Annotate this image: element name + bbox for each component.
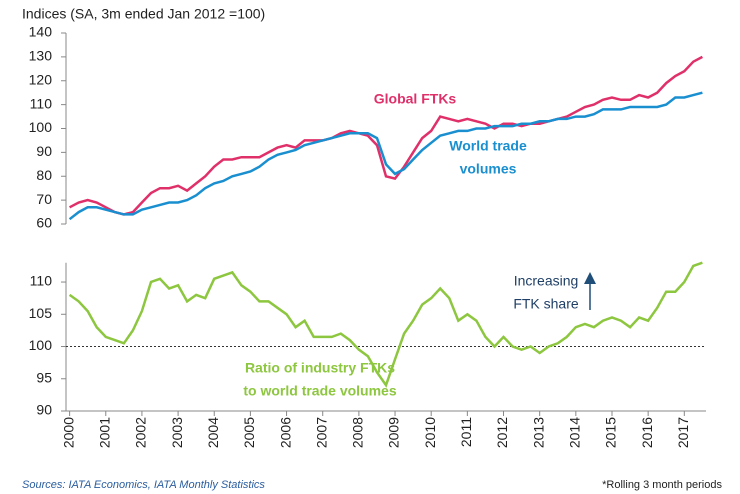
x-tick-label: 2013 [530, 417, 546, 448]
y-axis-label: Indices (SA, 3m ended Jan 2012 =100) [22, 6, 265, 22]
note: *Rolling 3 month periods [602, 479, 722, 491]
x-tick-label: 2005 [241, 417, 257, 448]
x-tick-label: 2017 [675, 417, 691, 448]
x-tick-label: 2002 [133, 417, 149, 448]
y-tick-label: 120 [29, 71, 53, 87]
y-tick-label: 90 [36, 402, 52, 418]
x-tick-label: 2011 [458, 417, 474, 447]
annotation: World trade [449, 138, 527, 154]
annotation: FTK share [513, 296, 579, 312]
y-tick-label: 100 [29, 337, 53, 353]
x-tick-label: 2000 [60, 417, 76, 448]
x-tick-label: 2009 [386, 417, 402, 448]
annotation: Increasing [514, 273, 579, 289]
x-tick-label: 2012 [494, 417, 510, 448]
series-line [68, 91, 703, 221]
x-tick-label: 2003 [169, 417, 185, 448]
y-tick-label: 100 [29, 119, 53, 135]
x-tick-label: 2014 [567, 417, 583, 448]
y-tick-label: 60 [36, 215, 52, 231]
x-tick-label: 2015 [603, 417, 619, 448]
y-tick-label: 70 [36, 191, 52, 207]
y-tick-label: 80 [36, 167, 52, 183]
series-line [69, 55, 703, 216]
y-tick-label: 110 [30, 273, 53, 289]
y-tick-label: 140 [29, 24, 53, 40]
annotation: volumes [460, 161, 517, 177]
x-tick-label: 2008 [350, 417, 366, 448]
annotation: to world trade volumes [243, 383, 396, 399]
x-tick-label: 2010 [422, 417, 438, 448]
series-line [68, 261, 703, 388]
y-tick-label: 105 [29, 305, 53, 321]
y-tick-label: 130 [29, 48, 53, 64]
y-tick-label: 95 [36, 369, 52, 385]
x-tick-label: 2016 [639, 417, 655, 448]
x-tick-label: 2001 [96, 417, 112, 448]
source: Sources: IATA Economics, IATA Monthly St… [22, 479, 265, 491]
annotation: Ratio of industry FTKs [245, 360, 395, 376]
x-tick-label: 2004 [205, 417, 221, 448]
annotation: Global FTKs [374, 91, 457, 107]
y-tick-label: 110 [30, 95, 53, 111]
x-tick-label: 2007 [313, 417, 329, 448]
x-tick-label: 2006 [277, 417, 293, 448]
y-tick-label: 90 [36, 143, 52, 159]
